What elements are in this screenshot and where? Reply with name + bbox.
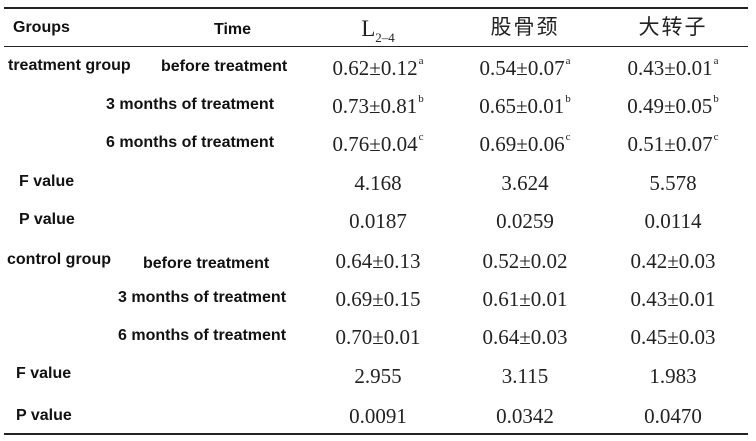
trochanter-cell: 0.43±0.01 (630, 287, 716, 311)
time-cell: 3 months of treatment (118, 289, 287, 306)
l2-4-cell: 2.955 (354, 364, 402, 388)
trochanter-cell: 0.0114 (644, 209, 702, 233)
femoral-neck-cell: 0.69±0.06c (479, 131, 571, 156)
p-value-label: P value (19, 211, 75, 228)
trochanter-cell: 0.49±0.05b (627, 93, 719, 118)
trochanter-cell: 0.45±0.03 (630, 325, 716, 349)
trochanter-cell: 0.42±0.03 (630, 249, 716, 273)
femoral-neck-cell: 0.64±0.03 (482, 325, 568, 349)
header-l2-4: L2–4 (361, 16, 395, 45)
header-femoral-neck: 股骨颈 (490, 15, 560, 39)
trochanter-cell: 1.983 (649, 364, 697, 388)
header-time: Time (214, 21, 252, 38)
time-cell: 6 months of treatment (118, 327, 287, 344)
trochanter-cell: 0.0470 (644, 404, 702, 428)
l2-4-cell: 0.0091 (349, 404, 407, 428)
group-label: control group (7, 251, 111, 268)
femoral-neck-cell: 0.0259 (496, 209, 554, 233)
femoral-neck-cell: 0.65±0.01b (479, 93, 571, 118)
femoral-neck-cell: 0.0342 (496, 404, 554, 428)
time-cell: before treatment (143, 255, 270, 272)
l2-4-cell: 0.76±0.04c (332, 131, 424, 156)
p-value-label: P value (16, 407, 72, 424)
table-header-rule (4, 46, 748, 47)
femoral-neck-cell: 0.61±0.01 (482, 287, 568, 311)
f-value-label: F value (16, 365, 72, 382)
femoral-neck-cell: 0.54±0.07a (479, 55, 571, 80)
trochanter-cell: 0.51±0.07c (627, 131, 719, 156)
femoral-neck-cell: 3.115 (501, 364, 549, 388)
l2-4-cell: 0.64±0.13 (335, 249, 421, 273)
table-top-rule (4, 7, 748, 9)
l2-4-cell: 0.0187 (349, 209, 407, 233)
header-groups: Groups (13, 19, 70, 36)
l2-4-cell: 0.69±0.15 (335, 287, 421, 311)
l2-4-cell: 0.73±0.81b (332, 93, 424, 118)
group-label: treatment group (8, 57, 131, 74)
trochanter-cell: 5.578 (649, 171, 697, 195)
l2-4-cell: 0.62±0.12a (332, 55, 424, 80)
time-cell: 6 months of treatment (106, 134, 275, 151)
femoral-neck-cell: 3.624 (501, 171, 549, 195)
l2-4-cell: 0.70±0.01 (335, 325, 421, 349)
trochanter-cell: 0.43±0.01a (627, 55, 719, 80)
header-greater-trochanter: 大转子 (638, 15, 708, 39)
table-bottom-rule (4, 433, 748, 435)
f-value-label: F value (19, 173, 75, 190)
time-cell: before treatment (161, 58, 288, 75)
l2-4-cell: 4.168 (354, 171, 402, 195)
time-cell: 3 months of treatment (106, 96, 275, 113)
femoral-neck-cell: 0.52±0.02 (482, 249, 568, 273)
